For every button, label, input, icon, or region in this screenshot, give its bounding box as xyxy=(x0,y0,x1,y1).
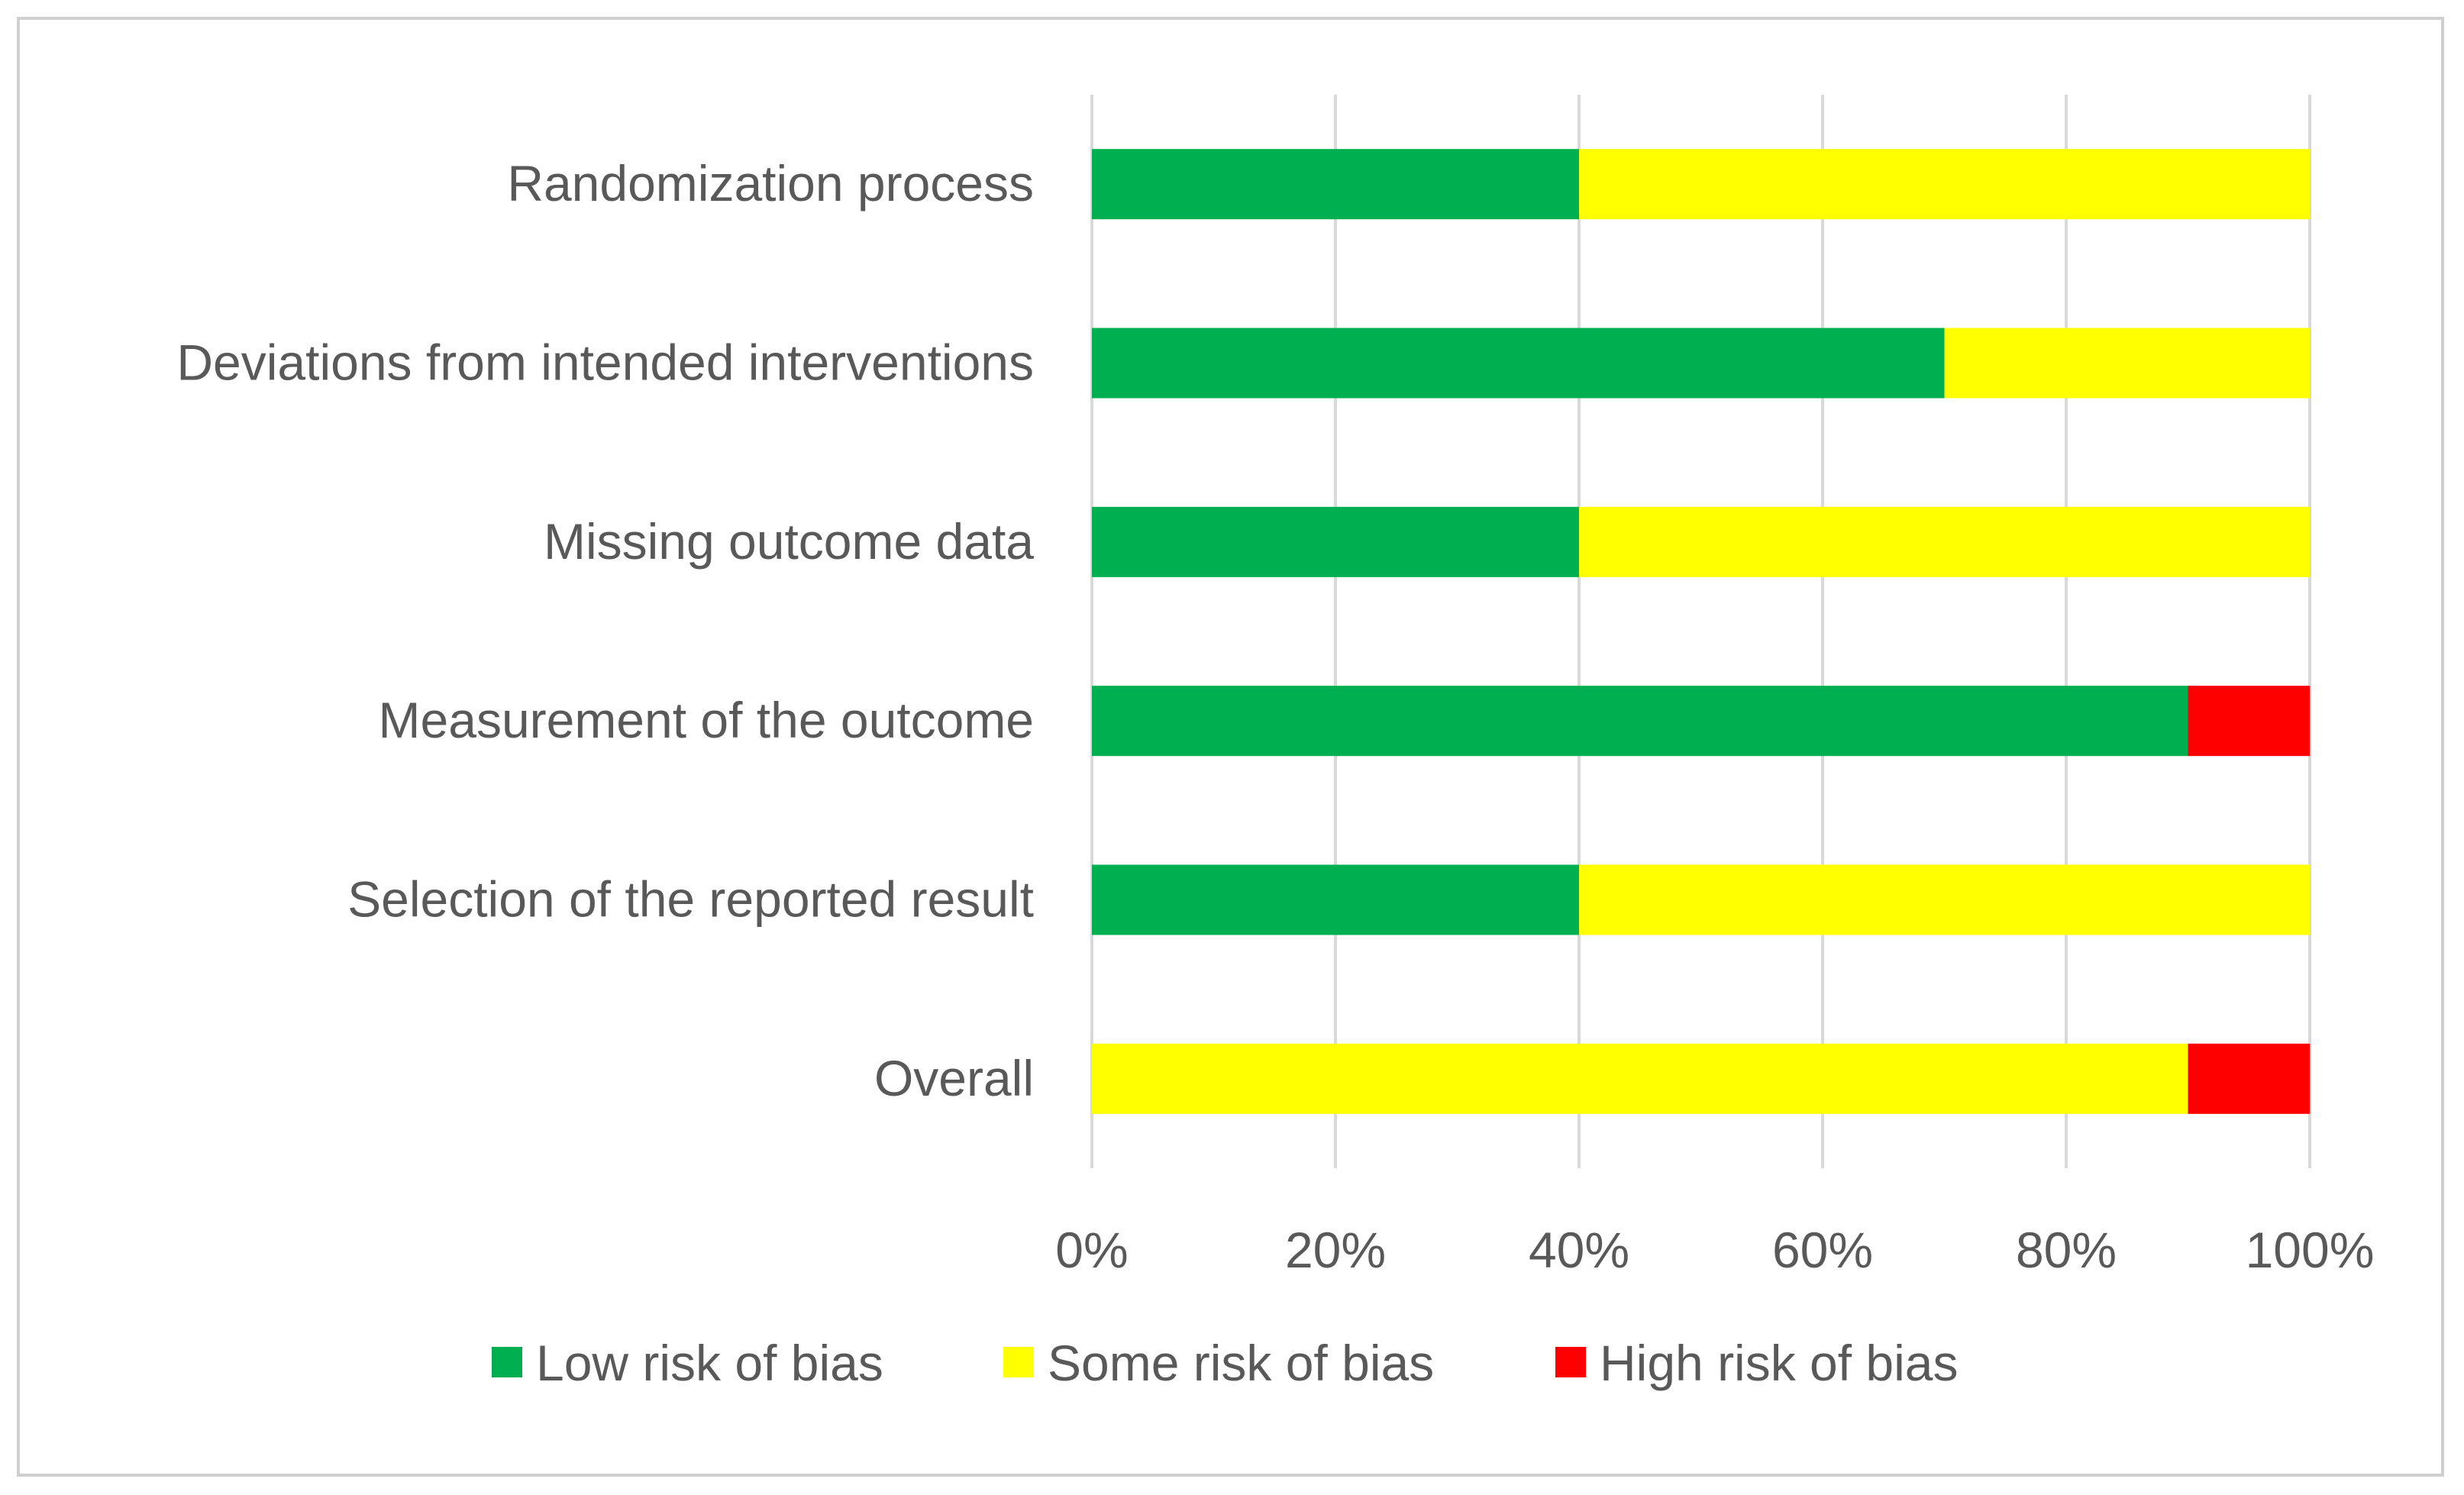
category-label-measurement-of-the-outcome: Measurement of the outcome xyxy=(379,692,1034,748)
category-labels: Randomization process Deviations from int… xyxy=(176,155,1034,1106)
bars xyxy=(1092,149,2310,1114)
legend-label-low-risk-of-bias: Low risk of bias xyxy=(536,1335,883,1391)
legend-swatch-high-risk-of-bias xyxy=(1555,1347,1586,1377)
legend-label-high-risk-of-bias: High risk of bias xyxy=(1600,1335,1959,1391)
x-tick-0-pct: 0% xyxy=(1055,1222,1128,1278)
legend-swatch-some-risk-of-bias xyxy=(1003,1347,1034,1377)
category-label-selection-of-the-reported-result: Selection of the reported result xyxy=(347,871,1034,928)
x-tick-40-pct: 40% xyxy=(1529,1222,1629,1278)
legend-swatch-low-risk-of-bias xyxy=(492,1347,522,1377)
bar-overall-high-risk-of-bias xyxy=(2188,1043,2310,1114)
bar-measurement-of-the-outcome-high-risk-of-bias xyxy=(2188,686,2310,757)
x-tick-80-pct: 80% xyxy=(2016,1222,2117,1278)
bar-randomization-process-some-risk-of-bias xyxy=(1579,149,2310,220)
category-label-randomization-process: Randomization process xyxy=(507,155,1034,211)
x-tick-labels: 0% 20% 40% 60% 80% 100% xyxy=(1055,1222,2374,1278)
category-label-deviations-from-intended-interventions: Deviations from intended interventions xyxy=(176,334,1034,391)
category-label-missing-outcome-data: Missing outcome data xyxy=(544,513,1034,570)
bar-selection-of-the-reported-result-low-risk-of-bias xyxy=(1092,864,1579,935)
legend: Low risk of bias Some risk of bias High ri… xyxy=(492,1335,1959,1391)
bar-overall-some-risk-of-bias xyxy=(1092,1043,2188,1114)
bar-missing-outcome-data-some-risk-of-bias xyxy=(1579,506,2310,577)
bar-deviations-from-intended-interventions-some-risk-of-bias xyxy=(1944,328,2310,399)
x-tick-100-pct: 100% xyxy=(2246,1222,2375,1278)
bar-deviations-from-intended-interventions-low-risk-of-bias xyxy=(1092,328,1945,399)
x-tick-60-pct: 60% xyxy=(1772,1222,1873,1278)
category-label-overall: Overall xyxy=(874,1050,1034,1106)
bar-measurement-of-the-outcome-low-risk-of-bias xyxy=(1092,686,2188,757)
x-tick-20-pct: 20% xyxy=(1285,1222,1386,1278)
gridlines xyxy=(1090,95,2311,1168)
bar-selection-of-the-reported-result-some-risk-of-bias xyxy=(1579,864,2310,935)
bar-randomization-process-low-risk-of-bias xyxy=(1092,149,1579,220)
legend-label-some-risk-of-bias: Some risk of bias xyxy=(1048,1335,1434,1391)
bar-missing-outcome-data-low-risk-of-bias xyxy=(1092,506,1579,577)
